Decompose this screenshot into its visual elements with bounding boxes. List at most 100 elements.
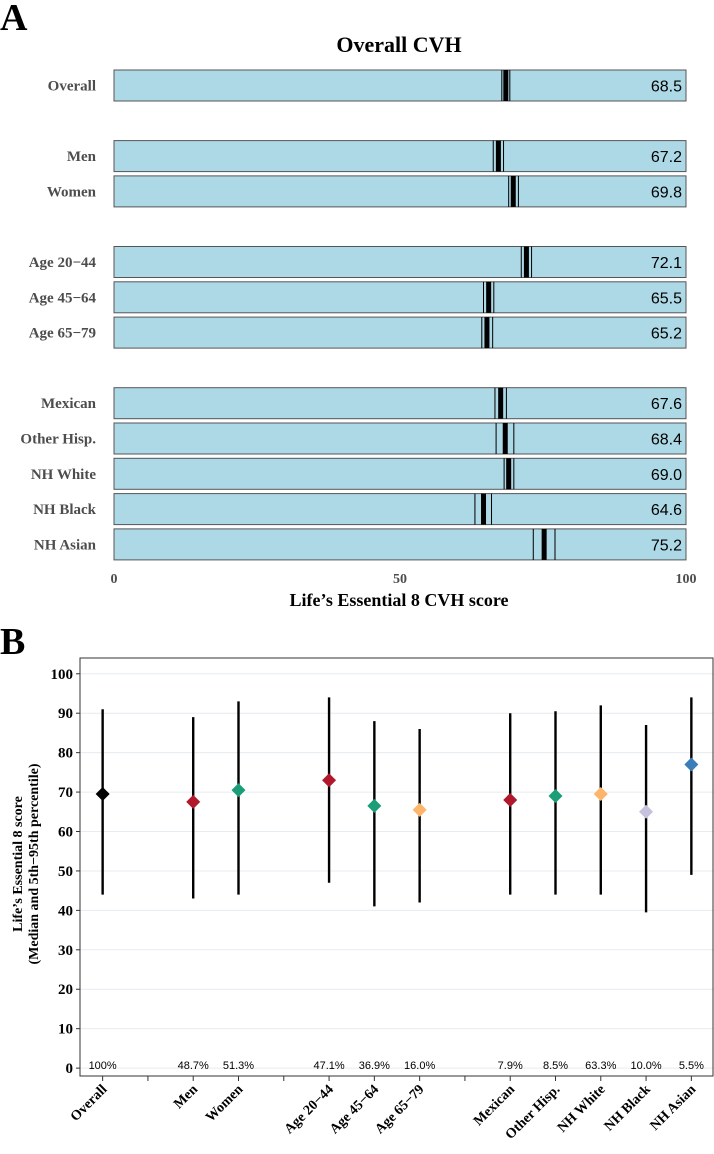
panel-a-bar [113,457,687,490]
panel-b-y-tick-label: 100 [51,667,74,683]
panel-a-row-label: Other Hisp. [20,432,96,448]
panel-a-median-mark [498,387,504,419]
panel-a-x-axis: 0 50 100 [111,572,697,587]
panel-b-x-category-label: Overall [68,1082,111,1125]
panel-b-y-tick-label: 70 [58,785,73,801]
panel-b-median-diamond [639,804,654,819]
panel-letter-a: A [0,0,28,39]
panel-b-percent-label: 16.0% [404,1060,435,1072]
panel-a-x-tick-label: 0 [111,572,118,587]
panel-a-row: NH Black 64.6 [33,493,687,526]
panel-a-title: Overall CVH [336,32,461,57]
panel-b-y-axis-title-line1: Life’s Essential 8 score [11,796,26,932]
panel-b-y-axis-title-line2: (Median and 5th−95th percentile) [27,763,42,964]
panel-b-median-diamond [412,802,427,817]
panel-a-value-label: 67.6 [651,396,682,413]
panel-a-value-label: 69.0 [651,467,682,484]
panel-b-median-diamond [231,783,246,798]
panel-a-row: Age 20−44 72.1 [29,246,687,278]
panel-b-x-category-label: NH Asian [648,1082,700,1134]
panel-a-row: Women 69.8 [47,175,687,208]
panel-b-point-group: 7.9% Mexican [471,713,523,1129]
panel-b-y-tick-label: 90 [58,706,73,722]
panel-b-percent-label: 51.3% [223,1060,254,1072]
panel-b-point-group: 10.0% NH Black [602,725,662,1134]
panel-a-bar [113,422,687,455]
panel-a-value-label: 64.6 [651,502,682,519]
panel-a-x-tick-label: 100 [676,572,697,587]
panel-b-point-group: 51.3% Women [203,701,254,1125]
panel-a-row: Men 67.2 [67,140,687,173]
panel-a-row: NH White 69.0 [31,457,687,490]
panel-b-percent-label: 63.3% [585,1060,616,1072]
panel-b-x-category-label: NH Black [602,1082,654,1134]
panel-letter-b: B [0,621,25,663]
panel-a-row: Age 45−64 65.5 [29,281,687,314]
panel-a-value-label: 72.1 [651,255,682,272]
panel-a-median-mark [484,317,490,349]
panel-a-median-mark [481,493,487,525]
panel-a-x-tick-label: 50 [393,572,407,587]
panel-b-median-diamond [503,792,518,807]
panel-a-median-mark [495,140,501,172]
panel-b-y-tick-label: 40 [58,903,73,919]
panel-a-row-label: Age 45−64 [29,290,97,306]
panel-b-median-diamond [322,773,337,788]
panel-b-point-group: 47.1%Age 20−44 [282,697,345,1137]
panel-a-value-label: 65.2 [651,326,682,343]
panel-a-rows: Overall 68.5 Men 67.2 Women 69.8 Age 20−44 72.1… [20,69,687,561]
panel-b-median-diamond [186,794,201,809]
panel-a-row: NH Asian 75.2 [34,528,687,561]
panel-b-percent-label: 5.5% [679,1060,704,1072]
panel-b-percent-label: 47.1% [313,1060,344,1072]
panel-a-x-axis-title: Life’s Essential 8 CVH score [290,590,509,610]
panel-a-value-label: 65.5 [651,290,682,307]
panel-a-row-label: Women [47,184,97,200]
panel-b-point-group: 48.7% Men [171,717,209,1112]
panel-b-median-diamond [684,757,699,772]
panel-a-row-label: Age 20−44 [29,255,97,271]
panel-a-bar [113,281,687,314]
panel-a-row-label: Mexican [41,396,97,412]
panel-b-y-tick-label: 80 [58,746,73,762]
panel-a-row-label: Overall [48,79,96,95]
panel-b-percent-label: 7.9% [498,1060,523,1072]
panel-a-bar [113,316,687,349]
panel-b-point-group: 100% Overall [68,709,117,1125]
panel-a-median-mark [523,246,529,278]
panel-b-median-diamond [367,798,382,813]
panel-a-median-mark [510,175,516,207]
panel-a-row-label: NH White [31,467,96,483]
panel-b-median-diamond [593,787,608,802]
panel-b-x-category-label: Mexican [471,1082,518,1129]
panel-a-value-label: 69.8 [651,184,682,201]
panel-b-plot: 0 10 20 30 40 50 60 70 80 90 100 100% Overall 48.7% Me… [51,657,714,1143]
panel-a-median-mark [502,423,508,454]
panel-a-bar [113,69,687,102]
panel-a-row-label: NH Black [33,502,97,518]
panel-b-y-tick-label: 10 [58,1022,73,1038]
panel-a-row-label: NH Asian [34,537,97,553]
panel-a-median-mark [541,528,547,560]
panel-a-row-label: Age 65−79 [29,326,96,342]
panel-b-y-tick-label: 50 [58,864,73,880]
panel-a-row-label: Men [67,149,97,165]
panel-b-point-group: 8.5%Other Hisp. [503,711,568,1143]
panel-b-percent-label: 36.9% [359,1060,390,1072]
panel-a-median-mark [503,70,509,101]
panel-a-bar [113,387,687,420]
panel-b-frame [79,657,714,1077]
panel-a-bar [113,175,687,208]
panel-a-row: Mexican 67.6 [41,387,687,420]
panel-a-median-mark [486,281,492,313]
panel-b-y-tick-label: 0 [66,1061,74,1077]
panel-b-x-category-label: NH White [555,1082,609,1136]
panel-a-value-label: 68.5 [651,79,682,96]
panel-a-median-mark [506,458,512,490]
panel-a-value-label: 68.4 [651,432,682,449]
panel-b-x-category-label: Men [171,1082,201,1112]
panel-a-row: Overall 68.5 [48,69,687,102]
panel-a-row: Other Hisp. 68.4 [20,422,687,455]
panel-b-x-category-label: Age 65−79 [372,1082,427,1137]
